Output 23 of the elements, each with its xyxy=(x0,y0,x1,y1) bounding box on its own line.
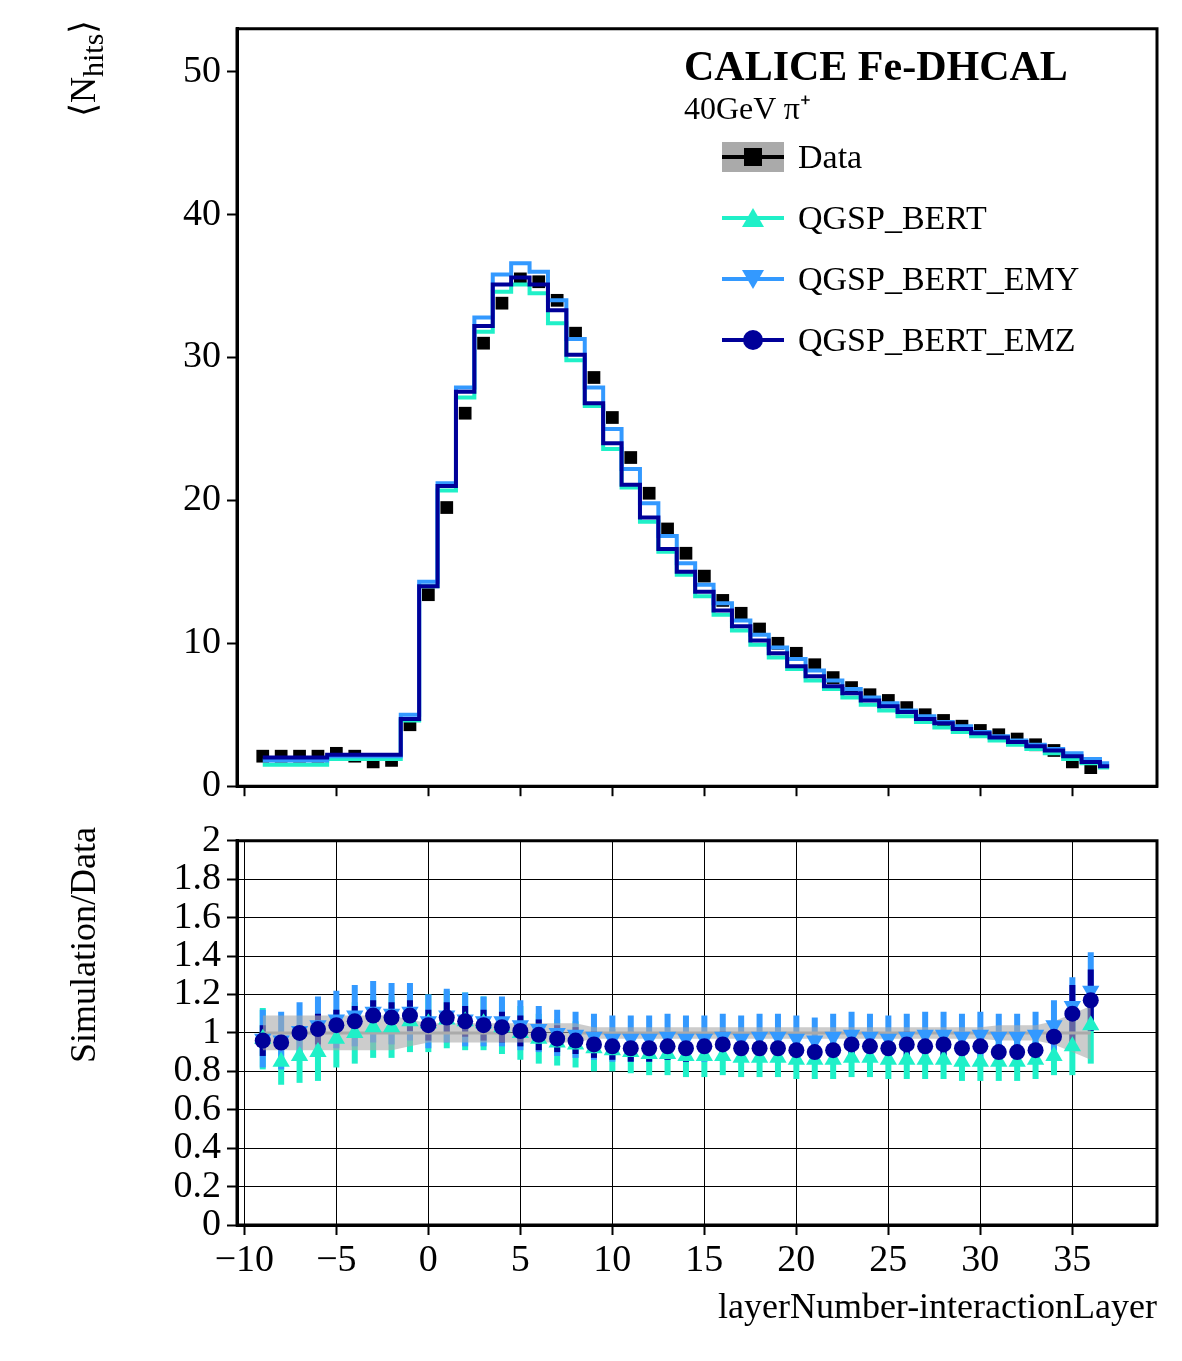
x-tick-label: 0 xyxy=(418,1236,438,1279)
legend-label: Data xyxy=(798,137,863,176)
y-tick-label: 0 xyxy=(202,762,221,805)
x-tick-label: 35 xyxy=(1053,1236,1092,1279)
x-tick-label: 15 xyxy=(685,1236,724,1279)
x-tick-label: −5 xyxy=(316,1236,357,1279)
x-tick-label: 5 xyxy=(510,1236,530,1279)
y-tick-label: 10 xyxy=(183,619,221,662)
x-tick-label: 20 xyxy=(777,1236,816,1279)
y-tick-label: 50 xyxy=(183,47,221,90)
y-tick-label: 30 xyxy=(183,333,221,376)
y-tick-label: 20 xyxy=(183,476,221,519)
x-tick-label: 10 xyxy=(593,1236,632,1279)
y-tick-label: 40 xyxy=(183,190,221,233)
y-axis-title: Simulation/Data xyxy=(62,827,104,1063)
x-tick-label: 30 xyxy=(961,1236,1000,1279)
legend-label: QGSP_BERT xyxy=(798,198,987,237)
legend-label: QGSP_BERT_EMY xyxy=(798,259,1080,298)
text: 40GeV π⁺ xyxy=(684,90,812,126)
legend-label: QGSP_BERT_EMZ xyxy=(798,320,1076,359)
x-tick-label: 25 xyxy=(869,1236,908,1279)
chart-title: CALICE Fe-DHCAL xyxy=(684,42,1069,90)
x-axis-title: layerNumber-interactionLayer xyxy=(717,1285,1157,1327)
